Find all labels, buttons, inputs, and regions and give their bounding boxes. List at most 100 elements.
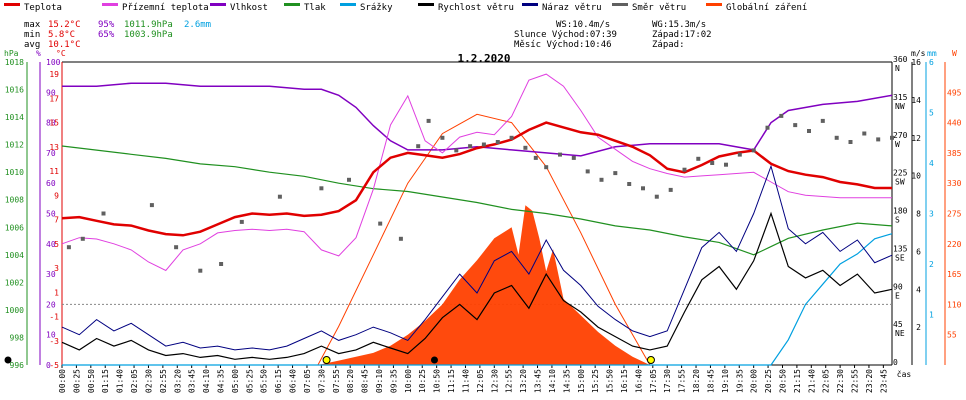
hpa-tick: 1016: [5, 86, 24, 95]
wind-direction-point: [641, 186, 645, 191]
time-tick-label: 07:05: [303, 369, 312, 393]
wind-direction-point: [585, 169, 590, 174]
c-tick: -3: [49, 337, 59, 346]
hpa-tick: 996: [10, 361, 25, 370]
time-tick-label: 12:55: [505, 369, 514, 393]
time-tick-label: 00:25: [72, 369, 81, 393]
time-tick-label: 04:35: [217, 369, 226, 393]
time-tick-label: 03:20: [173, 369, 182, 393]
dir-tick: 180: [893, 207, 908, 216]
time-tick-label: 06:15: [274, 369, 283, 393]
ms-tick: 2: [916, 323, 921, 332]
ms-axis-title: m/s: [911, 49, 926, 58]
time-tick-label: 08:20: [346, 369, 355, 393]
time-tick-label: 19:10: [721, 369, 730, 393]
time-tick-label: 02:55: [159, 369, 168, 393]
dir-tick-label: W: [895, 140, 900, 149]
c-tick: 7: [54, 216, 59, 225]
wind-direction-point: [398, 236, 403, 241]
mm-tick: 6: [929, 58, 934, 67]
pct-tick: 90: [46, 88, 56, 97]
mm-tick: 2: [929, 260, 934, 269]
stat-max-label: max: [24, 20, 41, 30]
time-tick-label: 10:50: [433, 369, 442, 393]
time-tick-label: 01:15: [101, 369, 110, 393]
sunset-marker: [646, 356, 655, 364]
stat-moonset: Západ:: [652, 40, 685, 50]
time-tick-label: 16:40: [634, 369, 643, 393]
time-tick-label: 12:05: [476, 369, 485, 393]
pct-tick: 60: [46, 179, 56, 188]
dir-tick: 270: [893, 131, 908, 140]
hpa-tick: 1000: [5, 306, 24, 315]
dir-tick: 0: [893, 358, 898, 367]
legend-label-5: Rychlost větru: [438, 3, 514, 13]
hpa-axis-title: hPa: [4, 49, 19, 58]
dir-tick-label: SW: [895, 178, 905, 187]
time-tick-label: 18:20: [692, 369, 701, 393]
solar-clear-sky-line: [317, 113, 651, 366]
time-tick-label: 23:20: [865, 369, 874, 393]
wind-direction-point: [807, 129, 811, 133]
dir-tick: 225: [893, 169, 908, 178]
wind-direction-point: [219, 262, 224, 266]
legend-label-6: Náraz větru: [542, 3, 602, 13]
time-tick-label: 17:55: [678, 369, 687, 393]
hpa-tick: 1004: [5, 251, 24, 260]
wind-direction-point: [277, 194, 282, 199]
mm-tick: 5: [929, 109, 934, 118]
time-tick-label: 05:25: [245, 369, 254, 393]
w-tick: 55: [947, 331, 957, 340]
pct-tick: 40: [46, 240, 56, 249]
legend-label-2: Vlhkost: [230, 3, 268, 13]
mm-tick: 1: [929, 311, 934, 320]
time-tick-label: 08:45: [361, 369, 370, 393]
humidity-line: [62, 82, 893, 157]
hpa-tick: 1010: [5, 168, 24, 177]
hpa-tick: 1014: [5, 113, 24, 122]
pct-tick: 20: [46, 300, 56, 309]
legend-label-1: Přízemní teplota: [122, 3, 209, 13]
wind-direction-point: [558, 152, 562, 157]
legend-swatch-2: [210, 3, 226, 6]
hpa-tick: 1018: [5, 58, 24, 67]
time-tick-label: 11:40: [461, 369, 470, 393]
time-tick-label: 09:35: [389, 369, 398, 393]
legend-swatch-5: [418, 3, 434, 6]
time-tick-label: 13:45: [534, 369, 543, 393]
legend-swatch-0: [4, 3, 20, 6]
wind-direction-point: [495, 140, 500, 144]
time-tick-label: 16:15: [620, 369, 629, 393]
wind-direction-point: [876, 137, 881, 142]
dir-tick-label: E: [895, 291, 900, 300]
wind-direction-point: [347, 177, 351, 182]
hpa-tick: 1002: [5, 278, 24, 287]
ground-temperature-line: [61, 73, 892, 272]
time-axis-title: čas: [897, 369, 912, 379]
stat-max-press: 1011.9hPa: [124, 20, 173, 30]
time-tick-label: 21:40: [807, 369, 816, 393]
legend-swatch-4: [340, 3, 356, 6]
time-tick-label: 17:05: [649, 369, 658, 393]
legend-label-7: Směr větru: [632, 3, 686, 13]
w-tick: 330: [947, 179, 962, 188]
pct-tick: 10: [46, 331, 56, 340]
time-tick-label: 10:00: [404, 369, 413, 393]
wind-direction-point: [454, 148, 459, 153]
time-tick-label: 22:05: [822, 369, 831, 393]
time-tick-label: 00:50: [87, 369, 96, 393]
w-axis-title: W: [952, 49, 957, 58]
time-tick-label: 11:15: [447, 369, 456, 393]
stat-min-press: 1003.9hPa: [124, 30, 173, 40]
wind-direction-point: [820, 118, 825, 123]
time-tick-label: 20:00: [750, 369, 759, 393]
time-tick-label: 01:40: [116, 369, 125, 393]
time-tick-label: 00:00: [58, 369, 67, 393]
chart-title: 1.2.2020: [458, 52, 511, 65]
stat-avg-temp: 10.1°C: [48, 40, 81, 50]
legend-swatch-1: [102, 3, 118, 6]
time-tick-label: 07:55: [332, 369, 341, 393]
wind-direction-point: [613, 171, 618, 176]
wind-direction-point: [682, 167, 687, 172]
